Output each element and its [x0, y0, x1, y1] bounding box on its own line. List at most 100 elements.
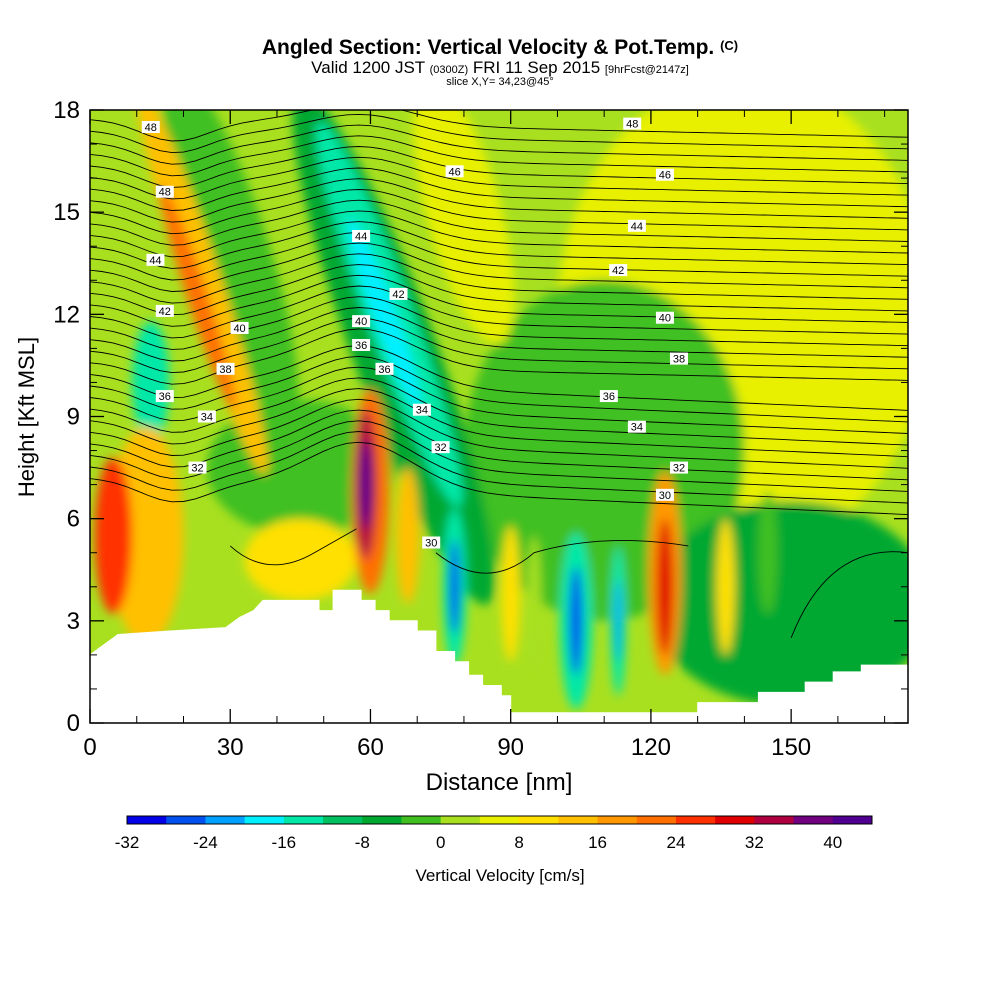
colorbar: -32 -24 -16 -8 0 8 16 24 32 40 — [115, 815, 873, 852]
contour-label: 48 — [145, 122, 157, 134]
x-tick-label: 0 — [83, 734, 96, 761]
colorbar-swatch — [636, 816, 677, 824]
contour-label-box — [655, 488, 674, 501]
contour-label-box — [655, 168, 674, 181]
y-tick-label: 3 — [67, 608, 80, 635]
contour-label: 40 — [659, 313, 671, 325]
contour-label-box — [155, 390, 174, 403]
colorbar-tick-label: 40 — [823, 833, 842, 852]
contour-label: 38 — [673, 354, 685, 366]
colorbar-label: Vertical Velocity [cm/s] — [415, 866, 584, 885]
contour-label: 36 — [378, 364, 390, 376]
x-tick-label: 150 — [771, 734, 811, 761]
contour-label: 42 — [612, 265, 624, 277]
colorbar-tick-label: 16 — [588, 833, 607, 852]
colorbar-tick-label: 0 — [436, 833, 445, 852]
contour-label-box — [352, 230, 371, 243]
slice-label: slice X,Y= 34,23@45° — [446, 76, 554, 88]
contour-label-box — [599, 390, 618, 403]
contour-label: 34 — [416, 405, 428, 417]
colorbar-swatch — [754, 816, 795, 824]
contour-label: 34 — [201, 412, 213, 424]
contour-label-box — [230, 321, 249, 334]
contour-label: 48 — [626, 119, 638, 131]
contour-label: 46 — [448, 166, 460, 178]
contour-label: 44 — [149, 255, 161, 267]
colorbar-swatch — [166, 816, 206, 824]
contour-label-box — [445, 165, 464, 178]
contour-label-box — [431, 441, 450, 454]
contour-label: 32 — [434, 442, 446, 454]
colorbar-frame — [126, 815, 873, 825]
contour-label: 36 — [355, 340, 367, 352]
colorbar-tick-label: 32 — [745, 833, 764, 852]
contour-label-box — [216, 362, 235, 375]
colorbar-swatch — [362, 816, 402, 824]
colorbar-swatch — [205, 816, 246, 824]
colorbar-tick-label: -16 — [272, 833, 297, 852]
contour-label-box — [422, 536, 441, 549]
x-axis-label: Distance [nm] — [426, 769, 573, 796]
x-tick-label: 30 — [217, 734, 244, 761]
contour-label: 40 — [355, 316, 367, 328]
contour-label-box — [146, 253, 165, 266]
y-tick-label: 12 — [53, 301, 80, 328]
colorbar-swatch — [832, 816, 873, 824]
x-axis: 0 30 60 90 120 150 — [83, 110, 886, 761]
colorbar-tick-label: -32 — [115, 833, 140, 852]
contour-label: 36 — [159, 391, 171, 403]
contour-label-box — [155, 185, 174, 198]
contour-label-box — [669, 352, 688, 365]
y-tick-label: 9 — [67, 404, 80, 431]
contour-label: 32 — [673, 463, 685, 475]
contour-label-box — [609, 264, 628, 277]
contour-label-box — [655, 311, 674, 324]
contour-label: 42 — [392, 289, 404, 301]
colorbar-tick-label: -24 — [193, 833, 218, 852]
x-tick-label: 60 — [357, 734, 384, 761]
colorbar-swatch — [244, 816, 285, 824]
y-tick-label: 0 — [67, 710, 80, 737]
x-tick-label: 120 — [631, 734, 671, 761]
colorbar-swatch — [479, 816, 520, 824]
y-tick-label: 6 — [67, 506, 80, 533]
contour-label: 32 — [191, 463, 203, 475]
colorbar-tick-label: 24 — [666, 833, 685, 852]
contour-label: 30 — [659, 490, 671, 502]
colorbar-swatch — [283, 816, 324, 824]
colorbar-swatch — [793, 816, 834, 824]
colorbar-swatch — [675, 816, 716, 824]
contour-label: 36 — [603, 391, 615, 403]
contour-label-box — [352, 338, 371, 351]
colorbar-swatch — [323, 816, 363, 824]
colorbar-swatch — [440, 816, 481, 824]
contour-label: 38 — [219, 364, 231, 376]
contour-label: 44 — [631, 221, 643, 233]
colorbar-swatch — [597, 816, 638, 824]
contour-label-box — [669, 461, 688, 474]
contour-label-box — [141, 121, 160, 134]
colorbar-swatch — [715, 816, 755, 824]
contour-label: 40 — [233, 323, 245, 335]
contour-label-box — [412, 403, 431, 416]
colorbar-swatch — [401, 816, 442, 824]
terrain — [90, 589, 908, 723]
contour-label-box — [375, 362, 394, 375]
contour-label-box — [389, 287, 408, 300]
contour-label-box — [155, 304, 174, 317]
contour-label: 42 — [159, 306, 171, 318]
contour-label: 44 — [355, 231, 367, 243]
colorbar-tick-label: 8 — [514, 833, 523, 852]
contour-label-box — [627, 420, 646, 433]
contour-label-box — [188, 461, 207, 474]
x-tick-label: 90 — [497, 734, 524, 761]
y-axis-label: Height [Kft MSL] — [14, 337, 39, 497]
contour-label-box — [623, 117, 642, 130]
contour-label-box — [352, 315, 371, 328]
pot-temp-contours — [90, 110, 908, 639]
colorbar-tick-label: -8 — [355, 833, 370, 852]
contour-label-box — [627, 219, 646, 232]
